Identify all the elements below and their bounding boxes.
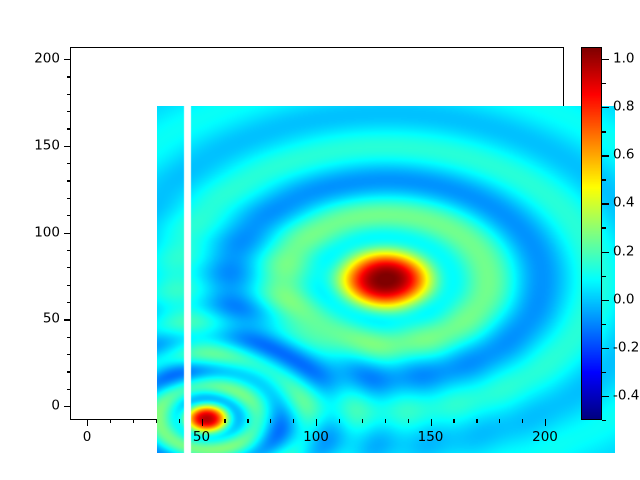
colorbar-tick-label: 0.8 bbox=[613, 98, 635, 115]
x-axis-minor-tick bbox=[155, 419, 157, 423]
y-axis-minor-tick bbox=[67, 111, 71, 113]
y-axis-minor-tick bbox=[67, 336, 71, 338]
colorbar-minor-tick bbox=[602, 227, 606, 229]
x-axis-tick-label: 50 bbox=[192, 429, 211, 445]
y-axis-major-tick bbox=[64, 406, 71, 408]
y-axis-minor-tick bbox=[67, 353, 71, 356]
y-axis-minor-tick bbox=[67, 284, 71, 286]
x-axis-minor-tick bbox=[384, 419, 386, 423]
y-axis-major-tick bbox=[64, 145, 71, 148]
y-axis-major-tick bbox=[64, 59, 71, 61]
x-axis-tick-label: 200 bbox=[532, 429, 558, 445]
colorbar-tick-label: 0.4 bbox=[613, 194, 635, 211]
x-axis-minor-tick bbox=[247, 419, 249, 423]
x-axis-minor-tick bbox=[293, 419, 295, 423]
colorbar-minor-tick bbox=[602, 323, 606, 326]
colorbar-minor-tick bbox=[602, 371, 606, 374]
y-axis-tick-label: 50 bbox=[42, 310, 60, 327]
x-axis-major-tick bbox=[430, 419, 432, 426]
y-axis-tick-label: 150 bbox=[34, 137, 60, 153]
colorbar-major-tick bbox=[602, 299, 609, 301]
x-axis-minor-tick bbox=[178, 419, 180, 423]
x-axis-tick-label: 150 bbox=[417, 429, 444, 445]
colorbar-gradient bbox=[581, 47, 602, 420]
y-axis-minor-tick bbox=[67, 301, 71, 304]
y-axis-major-tick bbox=[64, 232, 71, 234]
y-axis-minor-tick bbox=[67, 180, 71, 182]
colorbar-tick-label: 1.0 bbox=[613, 50, 635, 67]
colorbar-tick-label: 0.6 bbox=[613, 146, 635, 163]
y-axis-tick-label: 100 bbox=[34, 223, 60, 240]
colorbar-tick-label: 0.2 bbox=[613, 242, 635, 259]
colorbar-major-tick bbox=[602, 251, 609, 253]
x-axis-minor-tick bbox=[476, 419, 478, 423]
colorbar-major-tick bbox=[602, 395, 609, 398]
y-axis-tick-label: 0 bbox=[51, 397, 60, 414]
y-axis-tick-label: 200 bbox=[34, 50, 60, 67]
y-axis-minor-tick bbox=[67, 371, 71, 373]
plot-axes: 0 50 100 150 200 0 50 100 150 200 bbox=[34, 47, 615, 453]
colorbar: -0.4 -0.2 0.0 0.2 0.4 0.6 0.8 1.0 bbox=[581, 47, 639, 422]
y-axis-minor-tick bbox=[67, 93, 71, 95]
colorbar-minor-tick bbox=[602, 83, 606, 85]
x-axis-minor-tick bbox=[338, 419, 341, 423]
colorbar-tick-label: -0.2 bbox=[613, 339, 640, 356]
y-axis-minor-tick bbox=[67, 215, 71, 217]
x-axis-minor-tick bbox=[453, 419, 455, 423]
colorbar-tick-label: 0.0 bbox=[613, 290, 635, 307]
colorbar-major-tick bbox=[602, 59, 609, 61]
y-axis-major-tick bbox=[64, 319, 71, 321]
x-axis-minor-tick bbox=[224, 419, 226, 423]
x-axis-major-tick bbox=[545, 419, 547, 426]
colorbar-minor-tick bbox=[602, 179, 606, 181]
y-axis-minor-tick bbox=[67, 128, 71, 130]
colorbar-major-tick bbox=[602, 347, 609, 350]
y-axis-minor-tick bbox=[67, 197, 71, 200]
x-axis-minor-tick bbox=[407, 419, 409, 423]
colorbar-minor-tick bbox=[602, 131, 606, 133]
colorbar-major-tick bbox=[602, 155, 609, 157]
x-axis-major-tick bbox=[201, 419, 203, 426]
y-axis-minor-tick bbox=[67, 76, 71, 78]
heatmap-image bbox=[157, 106, 615, 453]
x-axis-major-tick bbox=[316, 419, 318, 426]
x-axis-minor-tick bbox=[270, 419, 272, 423]
colorbar-minor-tick bbox=[602, 420, 606, 422]
x-axis-major-tick bbox=[87, 419, 89, 426]
y-axis-minor-tick bbox=[67, 267, 71, 269]
x-axis-tick-label: 100 bbox=[303, 429, 329, 445]
colorbar-tick-label: -0.4 bbox=[613, 387, 640, 404]
y-axis-minor-tick bbox=[67, 163, 71, 165]
y-axis-minor-tick bbox=[67, 388, 71, 390]
x-axis-minor-tick bbox=[361, 419, 364, 423]
x-axis-minor-tick bbox=[109, 419, 112, 423]
y-axis-minor-tick bbox=[67, 249, 71, 252]
x-axis-minor-tick bbox=[499, 419, 501, 423]
x-axis-minor-tick bbox=[132, 419, 135, 423]
colorbar-major-tick bbox=[602, 203, 609, 205]
colorbar-minor-tick bbox=[602, 275, 606, 277]
colorbar-major-tick bbox=[602, 107, 609, 109]
x-axis-tick-label: 0 bbox=[82, 429, 92, 445]
x-axis-minor-tick bbox=[522, 419, 524, 423]
